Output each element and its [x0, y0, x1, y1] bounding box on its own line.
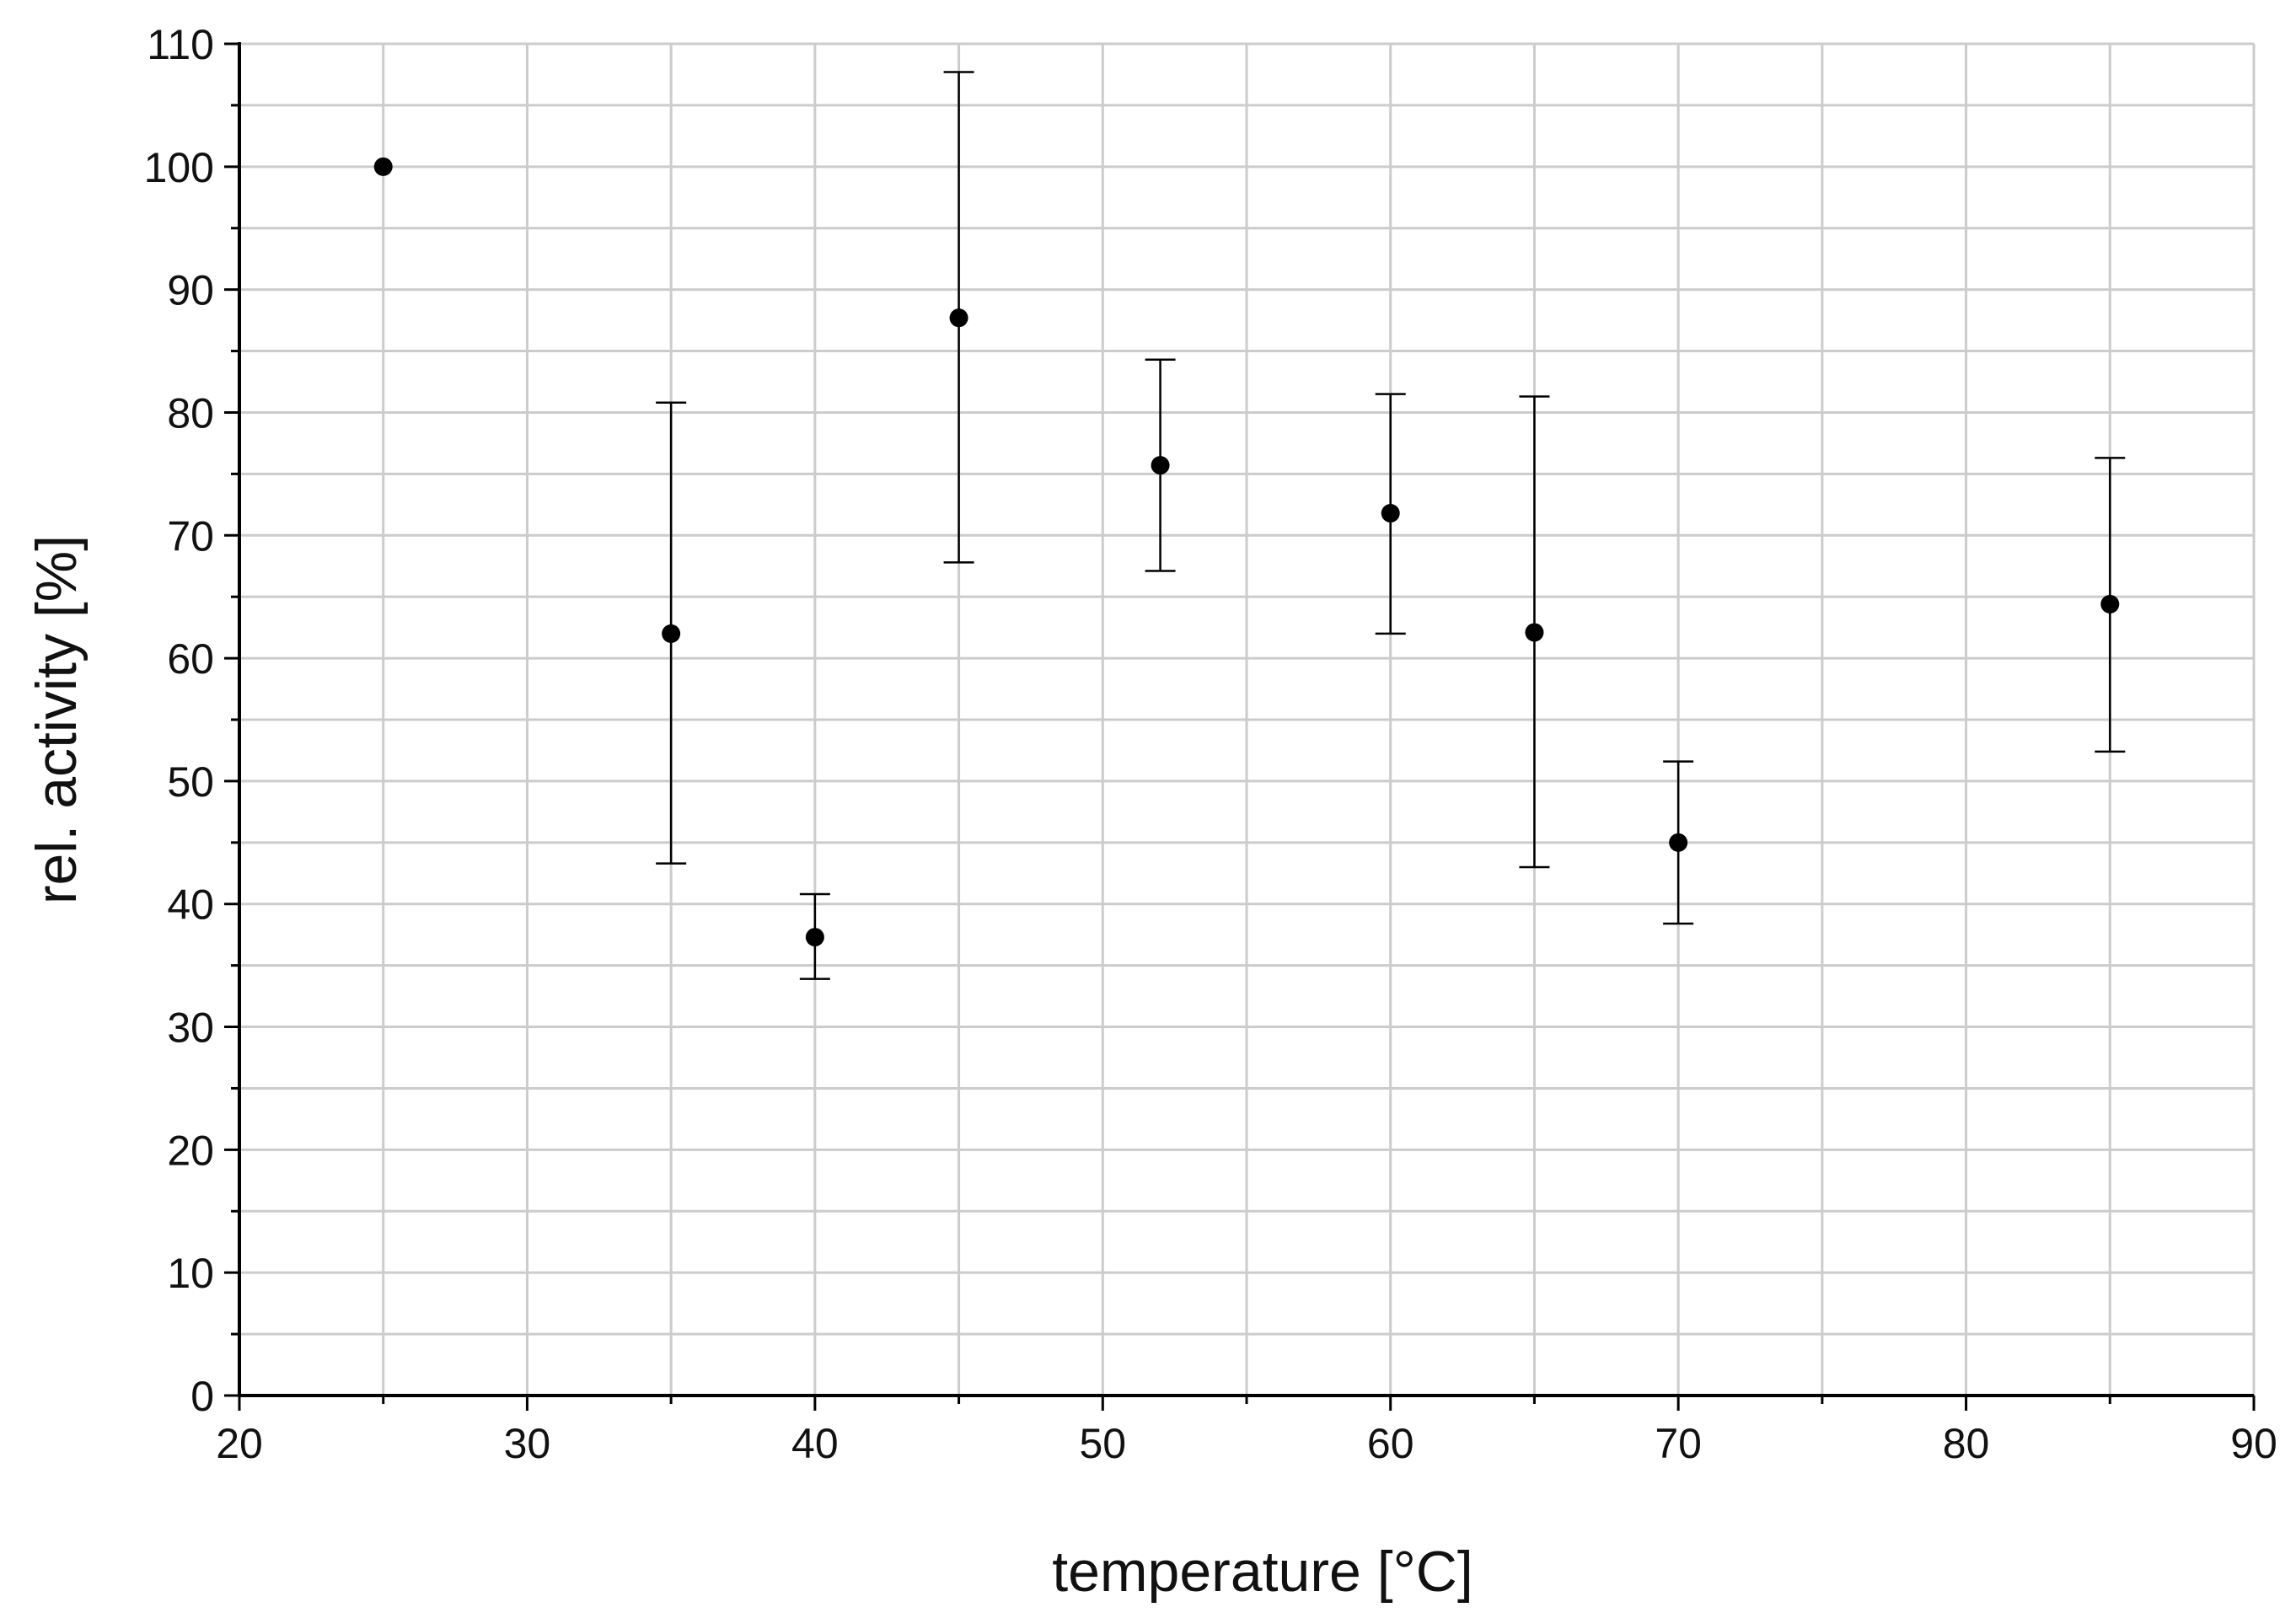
x-tick-label: 70 [1655, 1420, 1702, 1467]
x-tick-label: 20 [216, 1420, 263, 1467]
y-tick-label: 20 [167, 1127, 214, 1174]
x-tick-label: 90 [2230, 1420, 2277, 1467]
y-tick-label: 0 [190, 1373, 214, 1420]
y-tick-label: 50 [167, 758, 214, 806]
data-point [1525, 623, 1544, 642]
y-tick-label: 40 [167, 881, 214, 929]
y-tick-label: 70 [167, 512, 214, 560]
y-tick-label: 30 [167, 1005, 214, 1052]
x-tick-label: 50 [1079, 1420, 1126, 1467]
axes [224, 42, 2256, 1411]
y-axis-label: rel. activity [%] [24, 535, 89, 904]
x-tick-label: 80 [1943, 1420, 1990, 1467]
data-point [662, 624, 681, 643]
x-tick-label: 60 [1367, 1420, 1414, 1467]
data-point [1381, 504, 1400, 523]
data-point [805, 928, 824, 947]
y-tick-label: 100 [144, 144, 214, 191]
data-point [949, 308, 968, 328]
x-tick-label: 30 [504, 1420, 551, 1467]
y-tick-label: 80 [167, 389, 214, 437]
x-tick-label: 40 [791, 1420, 839, 1467]
tick-labels: 20 30 40 50 60 70 80 90 0 10 20 30 40 50 60 70 80 90 100 11… [144, 21, 2277, 1467]
y-tick-label: 110 [147, 21, 214, 68]
y-tick-label: 90 [167, 267, 214, 314]
data-point [2100, 594, 2120, 613]
y-tick-label: 60 [167, 635, 214, 683]
y-tick-label: 10 [167, 1250, 214, 1297]
data-point [1669, 833, 1688, 852]
data-point [1151, 456, 1170, 475]
data-point [373, 157, 393, 176]
grid [239, 42, 2256, 1396]
x-axis-label: temperature [°C] [1052, 1540, 1473, 1604]
data-points [373, 157, 2120, 947]
